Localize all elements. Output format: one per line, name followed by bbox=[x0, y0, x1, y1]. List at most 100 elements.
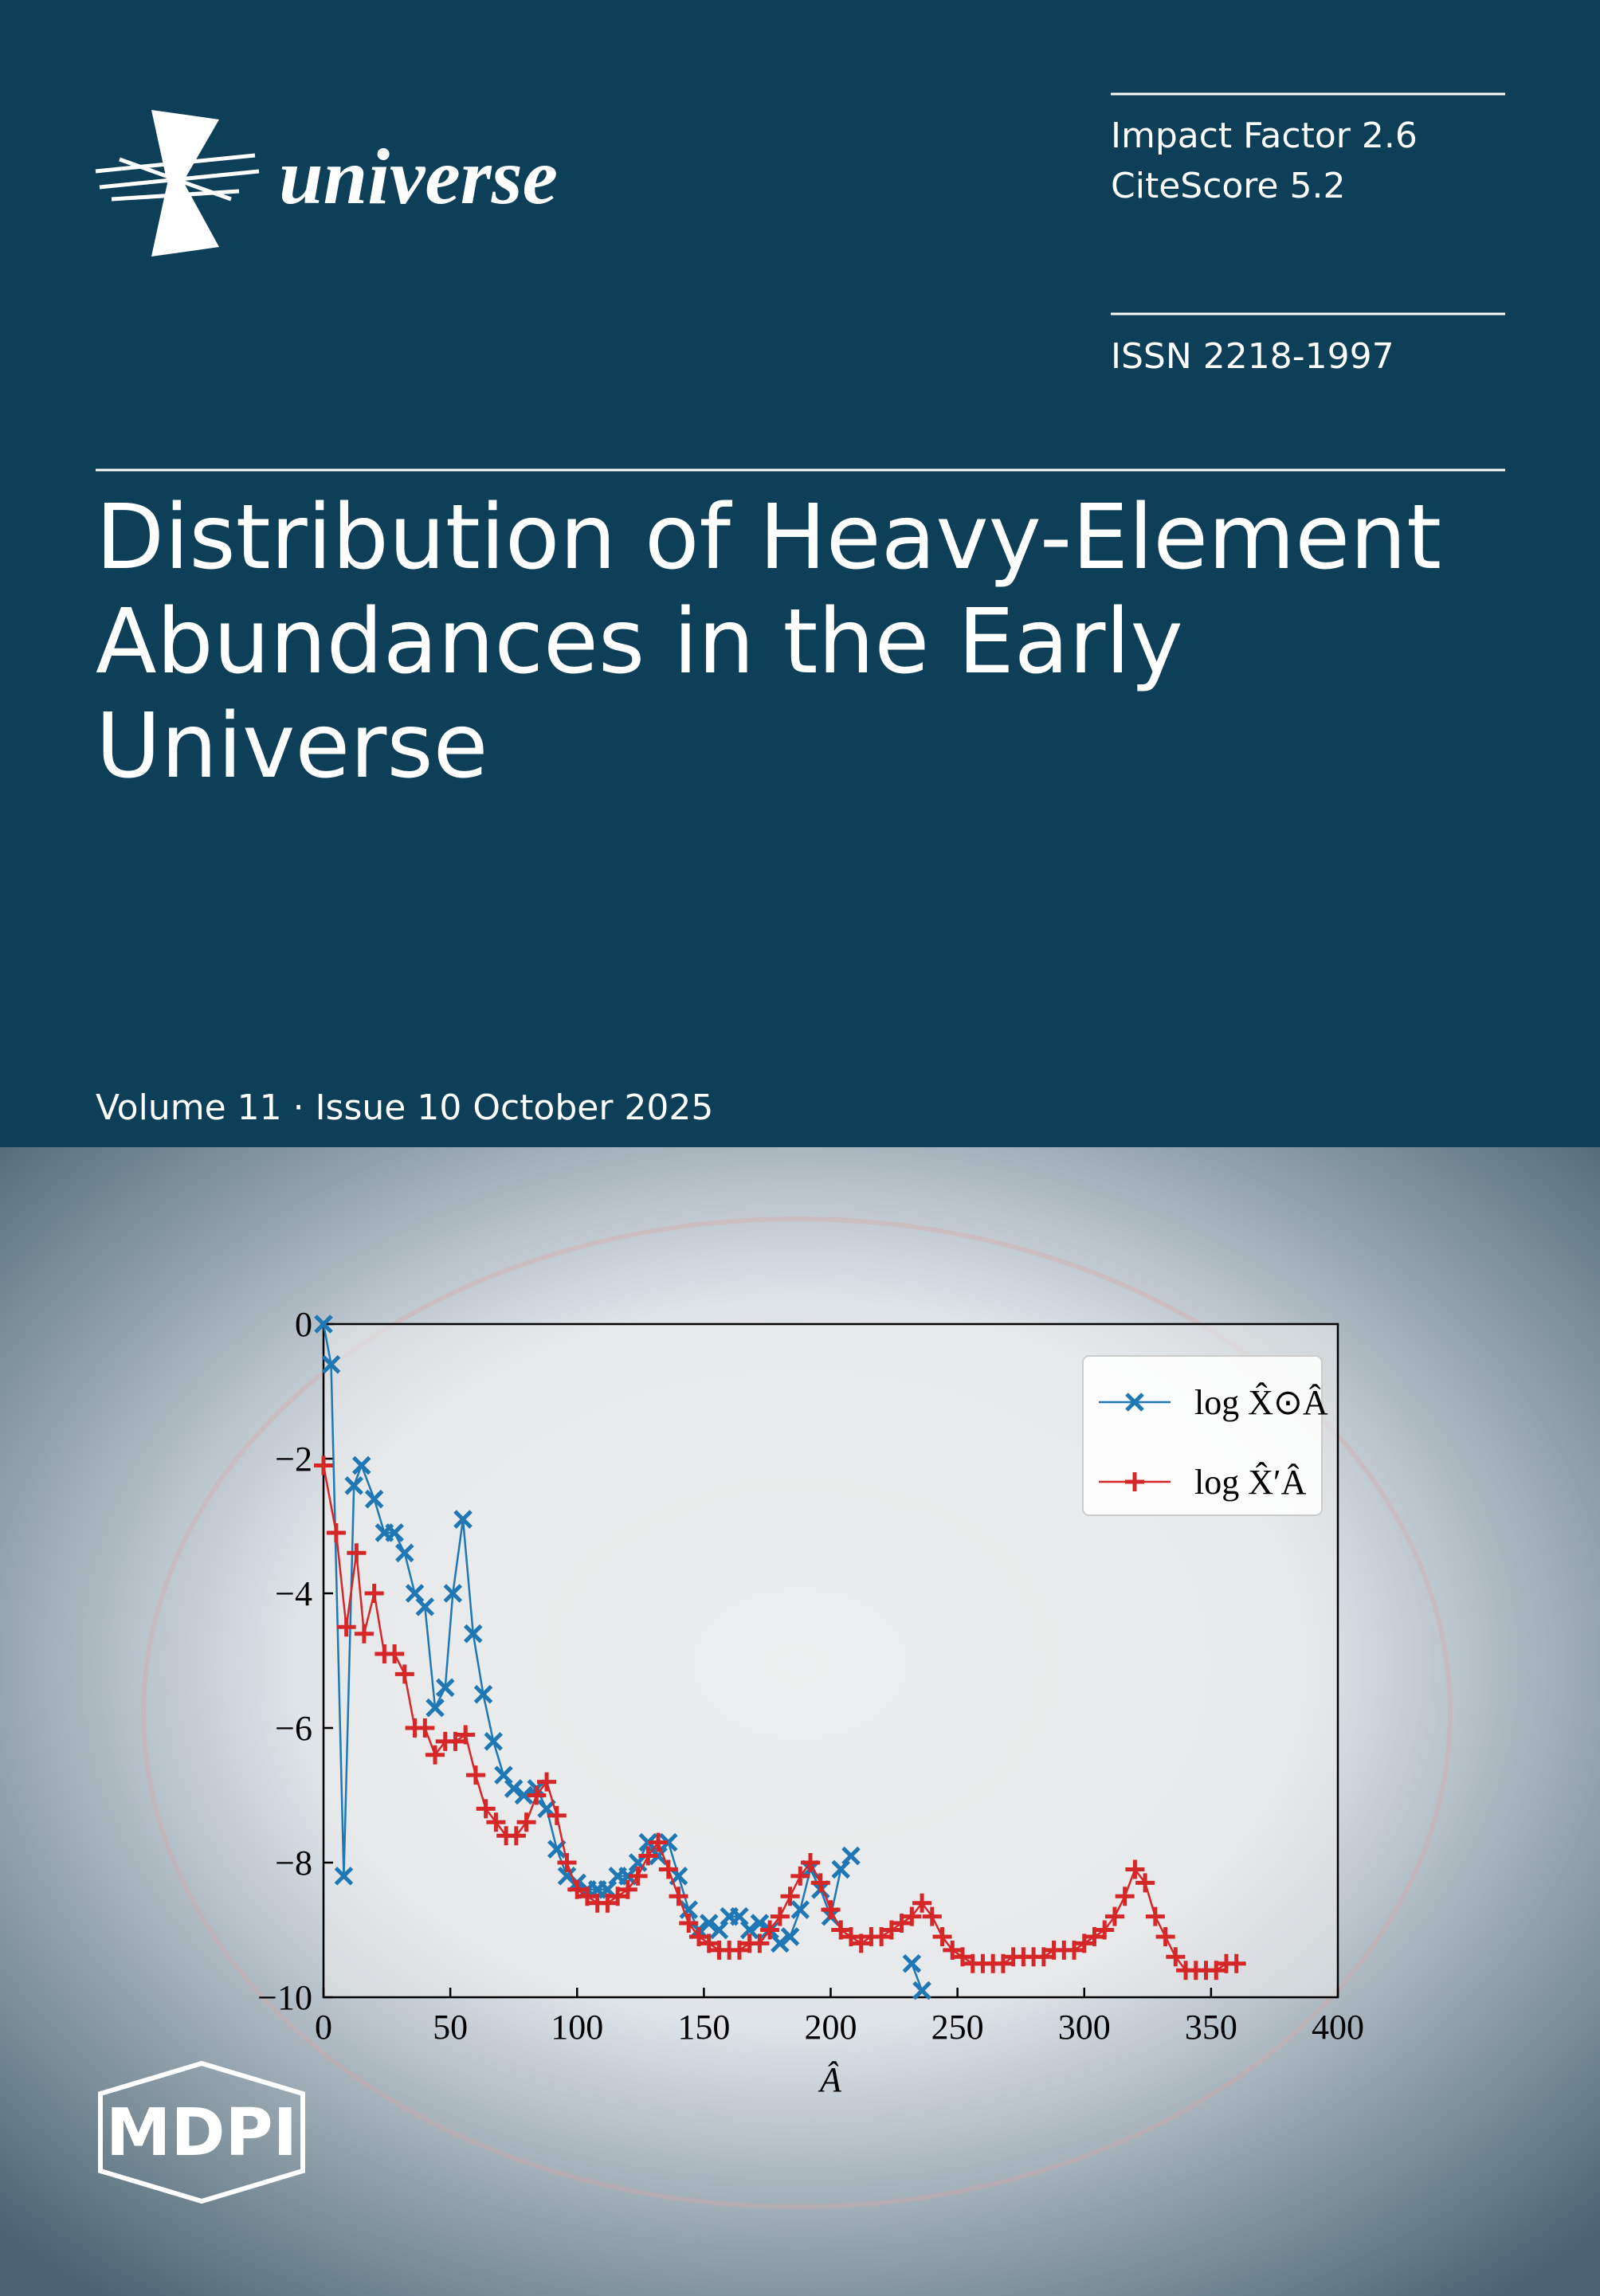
x-tick-label: 400 bbox=[1312, 2008, 1364, 2047]
x-tick-label: 250 bbox=[931, 2008, 984, 2047]
marker bbox=[1155, 1926, 1175, 1946]
x-tick-label: 350 bbox=[1185, 2008, 1237, 2047]
title-line: Distribution of Heavy-Element bbox=[96, 486, 1441, 590]
marker bbox=[443, 1584, 463, 1603]
marker bbox=[709, 1920, 729, 1940]
marker bbox=[628, 1866, 648, 1886]
marker bbox=[750, 1934, 770, 1953]
marker bbox=[831, 1920, 851, 1940]
marker bbox=[506, 1826, 526, 1846]
marker bbox=[1145, 1906, 1165, 1926]
marker bbox=[405, 1584, 425, 1603]
marker bbox=[679, 1900, 699, 1919]
marker bbox=[445, 1731, 465, 1751]
y-tick-label: −8 bbox=[275, 1843, 312, 1883]
marker bbox=[952, 1947, 972, 1967]
journal-name: universe bbox=[279, 132, 558, 221]
legend-label: log X̂′Â bbox=[1194, 1462, 1307, 1502]
marker bbox=[385, 1523, 404, 1542]
marker bbox=[334, 1867, 354, 1886]
marker bbox=[577, 1887, 597, 1906]
marker bbox=[1125, 1859, 1145, 1879]
title-line: Universe bbox=[96, 695, 488, 798]
marker bbox=[730, 1906, 749, 1926]
marker bbox=[699, 1934, 719, 1953]
marker bbox=[344, 1476, 363, 1495]
y-tick-label: 0 bbox=[295, 1305, 312, 1344]
nebula-ring bbox=[141, 1217, 1453, 2209]
marker bbox=[902, 1953, 922, 1973]
marker bbox=[872, 1926, 892, 1946]
marker bbox=[476, 1799, 496, 1819]
marker bbox=[881, 1920, 901, 1940]
marker bbox=[649, 1832, 669, 1852]
publisher-name: MDPI bbox=[106, 2095, 297, 2171]
marker bbox=[465, 1765, 485, 1785]
marker bbox=[537, 1772, 557, 1792]
marker bbox=[922, 1906, 942, 1926]
y-tick-label: −2 bbox=[275, 1440, 312, 1479]
marker bbox=[494, 1765, 513, 1785]
x-tick-label: 100 bbox=[551, 2008, 603, 2047]
marker bbox=[739, 1920, 759, 1940]
x-tick-label: 0 bbox=[315, 2008, 332, 2047]
marker bbox=[699, 1914, 719, 1933]
marker bbox=[729, 1940, 749, 1960]
marker bbox=[841, 1926, 861, 1946]
marker bbox=[760, 1920, 780, 1940]
marker bbox=[679, 1914, 699, 1934]
marker bbox=[527, 1785, 547, 1805]
marker bbox=[1084, 1926, 1104, 1946]
marker bbox=[638, 1846, 658, 1866]
marker bbox=[547, 1805, 567, 1825]
marker bbox=[912, 1893, 932, 1913]
marker bbox=[1104, 1906, 1124, 1926]
publisher-logo: MDPI bbox=[98, 2060, 305, 2204]
issn: ISSN 2218-1997 bbox=[1111, 336, 1394, 377]
marker bbox=[790, 1866, 810, 1886]
marker bbox=[486, 1812, 506, 1832]
marker bbox=[425, 1698, 445, 1718]
marker bbox=[326, 1522, 346, 1542]
marker bbox=[780, 1887, 800, 1906]
legend-label: log X̂⊙Â bbox=[1194, 1382, 1328, 1422]
marker bbox=[514, 1785, 534, 1805]
marker bbox=[415, 1718, 435, 1738]
marker bbox=[473, 1684, 493, 1704]
marker bbox=[321, 1354, 341, 1374]
header-band bbox=[0, 0, 1600, 1147]
marker bbox=[902, 1906, 922, 1926]
x-axis-label: Â bbox=[818, 2060, 842, 2099]
marker bbox=[771, 1934, 790, 1953]
marker bbox=[1033, 1947, 1053, 1967]
marker bbox=[336, 1617, 356, 1637]
y-tick-label: −10 bbox=[257, 1978, 312, 2017]
title-line: Abundances in the Early bbox=[96, 590, 1183, 694]
marker bbox=[425, 1745, 445, 1765]
x-tick-label: 50 bbox=[433, 2008, 468, 2047]
impact-factor: Impact Factor 2.6 bbox=[1111, 116, 1418, 156]
marker bbox=[484, 1732, 503, 1751]
x-tick-label: 300 bbox=[1058, 2008, 1111, 2047]
marker bbox=[1226, 1953, 1246, 1973]
marker bbox=[932, 1926, 952, 1946]
marker bbox=[435, 1678, 455, 1698]
journal-logo bbox=[95, 110, 260, 257]
marker bbox=[659, 1832, 678, 1852]
marker bbox=[314, 1315, 333, 1334]
marker bbox=[1125, 1472, 1144, 1491]
citescore: CiteScore 5.2 bbox=[1111, 166, 1345, 206]
marker bbox=[851, 1934, 871, 1953]
marker bbox=[464, 1624, 483, 1644]
marker bbox=[892, 1914, 912, 1934]
marker bbox=[1065, 1940, 1084, 1960]
marker bbox=[1095, 1920, 1115, 1940]
marker bbox=[669, 1887, 688, 1906]
marker bbox=[841, 1846, 861, 1866]
marker bbox=[598, 1893, 618, 1913]
y-tick-label: −4 bbox=[275, 1574, 312, 1613]
marker bbox=[1125, 1393, 1144, 1412]
marker bbox=[790, 1900, 810, 1919]
